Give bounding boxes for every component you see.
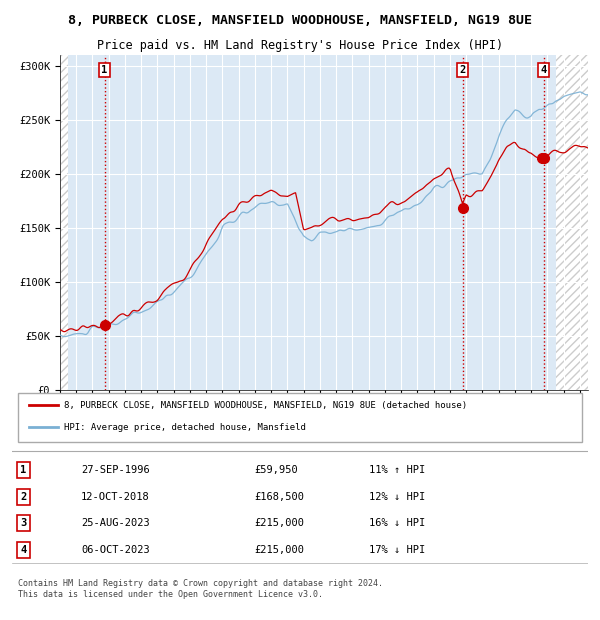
Text: 06-OCT-2023: 06-OCT-2023 [81, 544, 150, 555]
Text: 4: 4 [20, 544, 26, 555]
Text: 8, PURBECK CLOSE, MANSFIELD WOODHOUSE, MANSFIELD, NG19 8UE: 8, PURBECK CLOSE, MANSFIELD WOODHOUSE, M… [68, 14, 532, 27]
Text: 4: 4 [541, 65, 547, 75]
Text: 1: 1 [20, 465, 26, 476]
Text: 11% ↑ HPI: 11% ↑ HPI [369, 465, 425, 476]
Text: 27-SEP-1996: 27-SEP-1996 [81, 465, 150, 476]
Text: £215,000: £215,000 [254, 518, 304, 528]
Text: 17% ↓ HPI: 17% ↓ HPI [369, 544, 425, 555]
Text: 2: 2 [460, 65, 466, 75]
Text: 16% ↓ HPI: 16% ↓ HPI [369, 518, 425, 528]
Text: £215,000: £215,000 [254, 544, 304, 555]
Text: Contains HM Land Registry data © Crown copyright and database right 2024.
This d: Contains HM Land Registry data © Crown c… [18, 579, 383, 599]
Bar [556, 55, 588, 390]
Text: 3: 3 [20, 518, 26, 528]
Text: 12-OCT-2018: 12-OCT-2018 [81, 492, 150, 502]
Text: 25-AUG-2023: 25-AUG-2023 [81, 518, 150, 528]
Text: 1: 1 [101, 65, 107, 75]
Text: £59,950: £59,950 [254, 465, 298, 476]
FancyBboxPatch shape [18, 392, 582, 442]
Text: Price paid vs. HM Land Registry's House Price Index (HPI): Price paid vs. HM Land Registry's House … [97, 38, 503, 51]
Text: 12% ↓ HPI: 12% ↓ HPI [369, 492, 425, 502]
Bar [60, 55, 68, 390]
Text: 8, PURBECK CLOSE, MANSFIELD WOODHOUSE, MANSFIELD, NG19 8UE (detached house): 8, PURBECK CLOSE, MANSFIELD WOODHOUSE, M… [64, 401, 467, 410]
Text: 2: 2 [20, 492, 26, 502]
Text: HPI: Average price, detached house, Mansfield: HPI: Average price, detached house, Mans… [64, 423, 306, 432]
Text: £168,500: £168,500 [254, 492, 304, 502]
